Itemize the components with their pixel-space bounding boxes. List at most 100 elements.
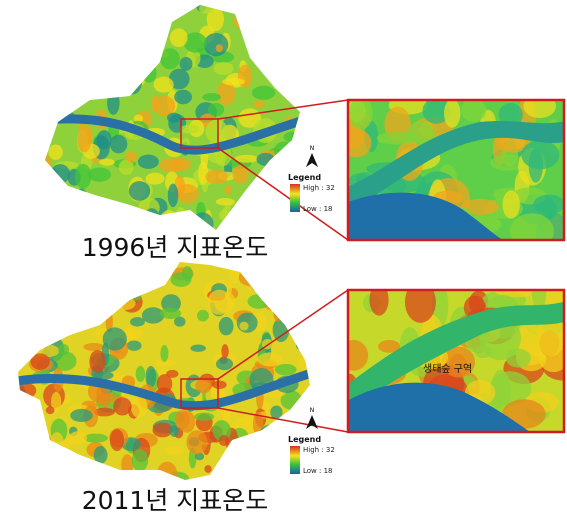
heat-patch — [140, 263, 163, 283]
heat-patch — [270, 418, 284, 440]
heat-patch — [83, 433, 108, 443]
heat-patch — [138, 197, 160, 219]
heat-patch — [239, 415, 256, 424]
heat-patch — [114, 62, 124, 77]
heat-patch — [283, 131, 300, 143]
inset-1996 — [348, 100, 564, 240]
heat-patch — [191, 212, 214, 230]
zoom-frames — [180, 98, 566, 434]
heat-patch — [349, 100, 373, 130]
heat-patch — [29, 332, 39, 351]
heat-patch — [238, 268, 263, 287]
heat-patch — [276, 149, 298, 175]
heat-patch — [68, 431, 88, 445]
heat-patch — [96, 466, 106, 480]
heat-patch — [167, 183, 179, 208]
heat-patch — [224, 185, 232, 195]
heat-patch — [45, 128, 52, 137]
river — [18, 367, 310, 411]
river — [348, 121, 564, 211]
heat-patch — [116, 45, 135, 54]
heat-patch — [186, 224, 200, 230]
river — [348, 192, 505, 240]
heat-patch — [267, 454, 277, 468]
heat-patch — [74, 188, 89, 214]
heat-patch — [55, 185, 66, 209]
heat-patch — [206, 7, 224, 32]
heat-patch — [66, 191, 86, 214]
heat-patch — [30, 353, 50, 370]
heat-patch — [287, 9, 300, 20]
heat-patch — [132, 262, 152, 286]
heat-patch — [45, 406, 55, 415]
heat-patch — [241, 14, 266, 36]
heat-patch — [70, 43, 80, 57]
caption: 2011년 지표온도 — [82, 486, 269, 515]
heat-patch — [460, 100, 487, 122]
heat-patch — [54, 313, 63, 334]
heat-patch — [47, 455, 70, 468]
heat-patch — [18, 375, 19, 386]
heat-patch — [256, 152, 275, 166]
legend-title: Legend — [288, 435, 321, 444]
heat-patch — [293, 27, 300, 47]
heat-patch — [26, 421, 44, 432]
map-1996 — [34, 5, 300, 230]
heat-patch — [123, 28, 146, 40]
heat-patch — [288, 294, 299, 317]
heat-patch — [505, 348, 531, 368]
heat-patch — [258, 11, 272, 30]
heat-patch — [249, 269, 269, 293]
heat-patch — [34, 16, 43, 24]
heat-patch — [122, 70, 142, 95]
heat-patch — [261, 197, 280, 207]
heat-patch — [139, 12, 152, 26]
heat-patch — [38, 301, 53, 315]
heat-patch — [32, 448, 45, 472]
heat-patch — [131, 5, 147, 11]
heat-patch — [97, 265, 106, 285]
heat-patch — [213, 61, 234, 76]
heat-patch — [18, 436, 37, 456]
heat-patch — [259, 424, 284, 443]
heat-patch — [246, 5, 267, 8]
heat-patch — [126, 340, 142, 351]
heat-patch — [202, 93, 221, 102]
heat-patch — [123, 73, 135, 93]
heat-patch — [154, 95, 176, 117]
heat-patch — [48, 144, 63, 160]
legend-title: Legend — [288, 173, 321, 182]
heat-patch — [305, 350, 310, 373]
heat-patch — [166, 471, 190, 480]
heat-patch — [18, 417, 37, 441]
river — [348, 301, 564, 414]
heat-patch — [247, 294, 271, 309]
heat-patch — [441, 346, 476, 378]
heat-patch — [113, 397, 132, 416]
heat-patch — [348, 128, 372, 158]
heat-patch — [275, 54, 294, 63]
heat-patch — [179, 124, 200, 134]
heat-patch — [50, 164, 70, 184]
heat-patch — [141, 307, 165, 324]
heat-patch — [226, 444, 251, 462]
heat-patch — [85, 284, 106, 305]
heat-patch — [275, 166, 283, 184]
heat-patch — [196, 309, 209, 322]
heat-patch — [141, 62, 157, 83]
heat-patch — [270, 42, 292, 65]
heat-patch — [41, 262, 65, 269]
heat-patch — [35, 262, 45, 274]
heat-patch — [67, 267, 84, 277]
heat-patch — [248, 209, 273, 230]
north-label: N — [310, 407, 315, 414]
heat-patch — [277, 5, 300, 14]
heat-patch — [93, 446, 108, 464]
heat-patch — [63, 86, 79, 99]
heat-patch — [216, 80, 236, 106]
legend-low: Low : 18 — [303, 205, 333, 213]
heat-patch — [161, 294, 181, 313]
heat-patch — [289, 17, 300, 32]
heat-patch — [231, 443, 246, 458]
